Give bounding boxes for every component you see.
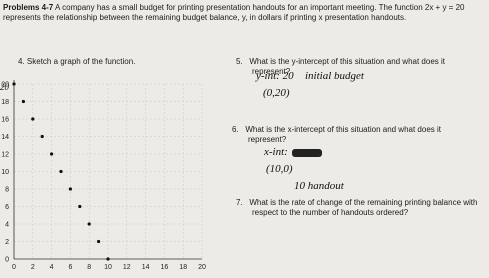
x-tick-label: 0 <box>12 264 16 271</box>
header-text: A company has a small budget for printin… <box>3 3 465 22</box>
plotted-point <box>40 134 44 139</box>
q-number: 4. <box>18 57 25 66</box>
question: 4. Sketch a graph of the function. <box>18 57 135 67</box>
y-tick-label: 18 <box>1 99 9 106</box>
plotted-point <box>21 99 25 104</box>
x-tick-label: 12 <box>123 264 131 271</box>
x-tick-label: 2 <box>31 264 35 271</box>
plotted-point <box>106 257 110 261</box>
scribble <box>292 149 322 157</box>
plotted-point <box>59 169 63 174</box>
x-tick-label: 6 <box>68 264 72 271</box>
note: 20 <box>0 82 10 92</box>
handwriting: 10 handout <box>294 180 344 192</box>
q-number: 7. <box>236 198 243 207</box>
handwriting: (10,0) <box>266 163 293 175</box>
plotted-point <box>12 82 16 86</box>
y-tick-label: 8 <box>5 187 9 194</box>
plotted-point <box>68 187 72 191</box>
q-text: What is the x-intercept of this situatio… <box>245 125 441 144</box>
x-tick-label: 8 <box>87 264 91 271</box>
y-tick-label: 4 <box>5 222 9 229</box>
handwriting: initial budget <box>305 70 364 82</box>
plotted-point <box>97 239 101 244</box>
y-tick-label: 2 <box>5 239 9 246</box>
question: 6. What is the x-intercept of this situa… <box>232 125 468 144</box>
y-tick-label: 20 <box>1 82 9 89</box>
x-tick-label: 18 <box>179 264 187 271</box>
plotted-point <box>50 152 54 156</box>
y-tick-label: 16 <box>1 117 9 124</box>
q-number: 6. <box>232 125 239 134</box>
y-tick-label: 12 <box>1 152 9 159</box>
handwriting: (0,20) <box>263 87 290 99</box>
y-tick-label: 6 <box>5 204 9 211</box>
question: 5. What is the y-intercept of this situa… <box>236 57 472 76</box>
header-label: Problems 4-7 <box>3 3 54 12</box>
q-text: What is the y-intercept of this situatio… <box>249 57 445 76</box>
plotted-point <box>31 117 35 121</box>
handwriting: x-int: <box>264 146 288 158</box>
x-tick-label: 10 <box>104 264 112 271</box>
q-text: Sketch a graph of the function. <box>26 57 136 66</box>
x-tick-label: 16 <box>161 264 169 271</box>
q-text: What is the rate of change of the remain… <box>249 198 478 217</box>
x-tick-label: 20 <box>198 264 206 271</box>
question: 7. What is the rate of change of the rem… <box>236 198 489 217</box>
x-tick-label: 14 <box>142 264 150 271</box>
y-tick-label: 10 <box>1 169 9 176</box>
x-tick-label: 4 <box>50 264 54 271</box>
y-tick-label: 0 <box>5 257 9 264</box>
plotted-point <box>87 222 91 226</box>
header: Problems 4-7 A company has a small budge… <box>3 3 483 22</box>
y-tick-label: 14 <box>1 134 9 141</box>
plotted-point <box>78 204 82 209</box>
handwriting: y-int: 20 <box>256 70 294 82</box>
q-number: 5. <box>236 57 243 66</box>
